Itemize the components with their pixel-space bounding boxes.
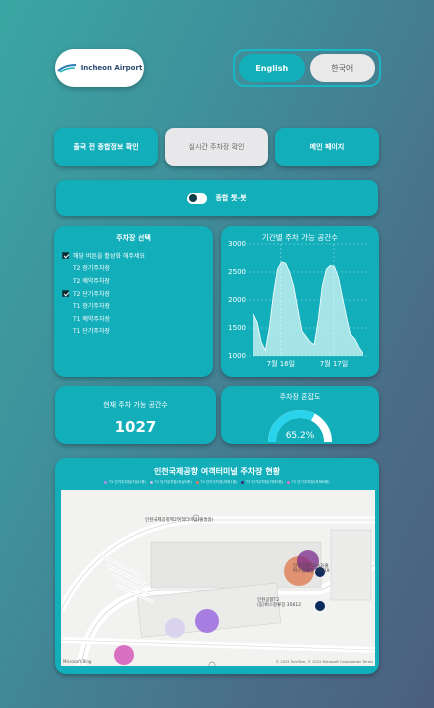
map-copyright: © 2025 TomTom, © 2025 Microsoft Corporat… bbox=[275, 660, 373, 664]
parking-lot-list: 해당 버튼을 활성화 해주세요 T2 장기주차장 T2 예약주차장 T2 단기주차장 T… bbox=[62, 249, 213, 337]
x-tick-label: 7월 17일 bbox=[320, 359, 348, 368]
congestion-title: 주차장 혼잡도 bbox=[279, 393, 321, 401]
parking-lot-label: T2 예약주차장 bbox=[73, 277, 110, 285]
map-label-bus-top: 인천공항T2(A3)출 버스정류장 35619 bbox=[293, 564, 330, 575]
legend-dot-icon bbox=[150, 481, 154, 484]
parking-lot-item[interactable]: T2 단기주차장 bbox=[62, 287, 213, 300]
legend-dot-icon bbox=[287, 481, 291, 484]
korean-button[interactable]: 한국어 bbox=[309, 54, 375, 82]
map-markers bbox=[114, 514, 325, 666]
legend-item: T2 단기주차장(지상2층) bbox=[150, 480, 192, 485]
legend-item: T2 단기주차장(지하2층) bbox=[241, 480, 283, 485]
parking-lot-checkbox[interactable] bbox=[62, 251, 69, 259]
congestion-gauge: 65.2% bbox=[268, 410, 332, 443]
current-availability-card: 현재 주차 가능 공간수 1027 bbox=[55, 386, 216, 444]
series-area bbox=[253, 261, 363, 356]
parking-select-title: 주차장 선택 bbox=[116, 234, 151, 242]
legend-dot-icon bbox=[104, 481, 108, 484]
marker-t2-2f bbox=[165, 618, 185, 638]
x-tick-label: 7월 16일 bbox=[267, 359, 295, 368]
congestion-card: 주차장 혼잡도 65.2% bbox=[221, 386, 379, 444]
legend-dot-icon bbox=[241, 481, 245, 484]
parking-map[interactable]: 인천국제공항제2여객터미널(출발층) 인천공항T2(A3)출 버스정류장 356… bbox=[61, 490, 375, 666]
legend-dot-icon bbox=[195, 481, 199, 484]
map-legend: T2 단기주차장(지상1층) T2 단기주차장(지상2층) T2 단기주차장(지하1… bbox=[61, 480, 373, 485]
legend-item: T2 단기주차장(지상1층) bbox=[104, 480, 146, 485]
chatbot-bar: 종합 챗-봇 bbox=[56, 180, 378, 216]
parking-map-card: 인천국제공항 여객터미널 주차장 현황 T2 단기주차장(지상1층) T2 단기주… bbox=[55, 458, 379, 674]
y-tick-label: 2000 bbox=[228, 296, 246, 304]
availability-value: 1027 bbox=[114, 418, 157, 436]
logo-text: Incheon Airport bbox=[80, 64, 143, 72]
realtime-parking-button[interactable]: 실시간 주차장 확인 bbox=[165, 128, 268, 166]
legend-item: T2 단기주차장(지하1층) bbox=[195, 480, 237, 485]
english-button[interactable]: English bbox=[239, 54, 305, 82]
airplane-logo-icon bbox=[57, 64, 76, 73]
bus-stop-icon-bottom bbox=[315, 601, 325, 611]
y-tick-label: 1000 bbox=[228, 352, 246, 360]
parking-lot-checkbox[interactable] bbox=[62, 289, 69, 297]
parking-lot-item[interactable]: T2 예약주차장 bbox=[62, 274, 213, 287]
chart-title: 기간별 주차 가능 공간수 bbox=[261, 233, 339, 242]
map-label-bus-bottom: 인천공항T2 (동)버스정류장 35612 bbox=[257, 598, 302, 609]
series-line bbox=[252, 261, 364, 354]
parking-lot-item[interactable]: T1 단기주차장 bbox=[62, 325, 213, 338]
bing-attribution: Microsoft Bing bbox=[63, 659, 92, 664]
bus-stop-icon-top bbox=[315, 567, 325, 577]
parking-lot-label: 해당 버튼을 활성화 해주세요 bbox=[73, 252, 145, 260]
availability-title: 현재 주차 가능 공간수 bbox=[103, 401, 168, 409]
y-tick-label: 1500 bbox=[228, 324, 246, 332]
marker-t2-mf bbox=[114, 645, 134, 665]
legend-item: T2 단기주차장(지하M층) bbox=[287, 480, 330, 485]
incheon-airport-logo: Incheon Airport bbox=[55, 49, 144, 87]
marker-t2-b2 bbox=[297, 550, 319, 572]
parking-lot-item[interactable]: T2 장기주차장 bbox=[62, 262, 213, 275]
availability-chart-card: 기간별 주차 가능 공간수 1000 1500 2000 2500 3000 7월 16일… bbox=[221, 226, 379, 377]
parking-lot-label: T2 장기주차장 bbox=[73, 265, 110, 273]
parking-lot-label: T1 예약주차장 bbox=[73, 315, 110, 323]
parking-select-card: 주차장 선택 해당 버튼을 활성화 해주세요 T2 장기주차장 T2 예약주차장 T2… bbox=[54, 226, 213, 377]
parking-lot-label: T2 단기주차장 bbox=[73, 290, 110, 298]
parking-lot-label: T1 장기주차장 bbox=[73, 303, 110, 311]
marker-t2-1f bbox=[195, 609, 219, 633]
parking-lot-item[interactable]: T1 예약주차장 bbox=[62, 312, 213, 325]
departure-info-button[interactable]: 출국 전 종합정보 확인 bbox=[54, 128, 158, 166]
y-tick-label: 3000 bbox=[228, 240, 246, 248]
language-switcher: English 한국어 bbox=[233, 49, 381, 87]
parking-lot-label: T1 단기주차장 bbox=[73, 328, 110, 336]
availability-area-chart: 1000 1500 2000 2500 3000 7월 16일 7월 17일 bbox=[228, 240, 367, 368]
y-tick-label: 2500 bbox=[228, 268, 246, 276]
map-title: 인천국제공항 여객터미널 주차장 현황 bbox=[153, 467, 281, 476]
gauge-fill bbox=[268, 410, 315, 443]
map-label-terminal: 인천국제공항제2여객터미널(출발층) bbox=[145, 518, 214, 523]
chatbot-label: 종합 챗-봇 bbox=[215, 194, 247, 202]
parking-lot-item[interactable]: 해당 버튼을 활성화 해주세요 bbox=[62, 249, 213, 262]
chatbot-toggle[interactable] bbox=[187, 192, 208, 204]
gauge-label: 65.2% bbox=[286, 431, 315, 441]
parking-lot-item[interactable]: T1 장기주차장 bbox=[62, 299, 213, 312]
main-page-button[interactable]: 메인 페이지 bbox=[275, 128, 379, 166]
